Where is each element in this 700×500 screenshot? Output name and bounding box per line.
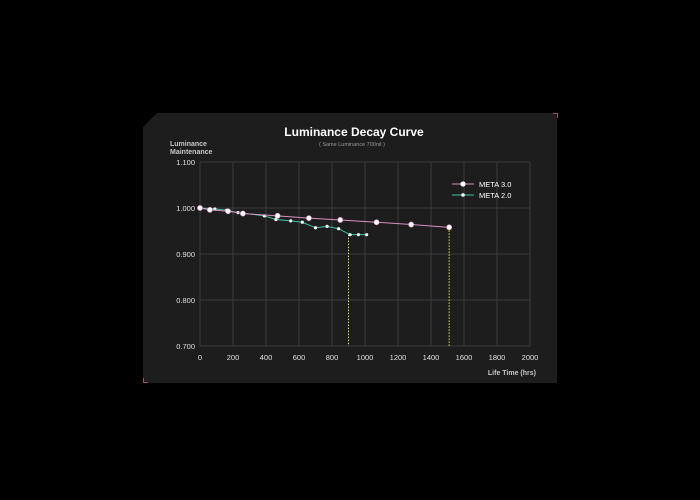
y-axis-label-line2: Maintenance — [170, 149, 213, 156]
data-point — [225, 208, 231, 215]
legend-label: META 2.0 — [479, 191, 511, 200]
data-point — [337, 227, 341, 231]
x-tick-label: 600 — [293, 353, 306, 362]
x-tick-label: 800 — [326, 353, 339, 362]
x-tick-label: 1400 — [423, 353, 440, 362]
data-point — [274, 217, 278, 222]
x-tick-label: 400 — [260, 353, 273, 362]
chart-panel — [143, 113, 557, 383]
chart-title: Luminance Decay Curve — [284, 125, 424, 139]
data-point — [337, 217, 344, 223]
corner-accent-bottom-left — [143, 378, 148, 383]
data-point — [408, 221, 415, 228]
legend-marker — [460, 181, 466, 187]
legend-label: META 3.0 — [479, 180, 511, 189]
data-point — [348, 233, 352, 237]
legend-marker — [461, 193, 465, 197]
data-point — [325, 224, 329, 228]
data-point — [206, 206, 213, 213]
data-point — [289, 219, 293, 223]
data-point — [356, 233, 360, 237]
x-tick-label: 200 — [227, 353, 240, 362]
data-point — [305, 215, 312, 222]
legend: META 3.0 META 2.0 — [452, 180, 511, 200]
series-line — [199, 207, 450, 228]
y-tick-label: 1.100 — [176, 158, 195, 167]
x-tick-label: 1600 — [456, 353, 473, 362]
tick-labels: 0 200 400 600 800 1000 1200 1400 1600 1800 2000 1.1… — [176, 158, 538, 362]
x-tick-label: 1800 — [489, 353, 506, 362]
y-axis-label-line1: Luminance — [170, 141, 207, 148]
chart-subtitle: ( Same Luminance 700nit ) — [319, 142, 385, 148]
x-tick-label: 0 — [198, 353, 202, 362]
data-point — [365, 233, 369, 237]
x-axis-label: Life Time (hrs) — [488, 370, 536, 377]
data-point — [239, 210, 246, 217]
data-point — [446, 224, 453, 231]
y-tick-label: 0.700 — [176, 342, 195, 351]
data-point — [373, 219, 380, 226]
data-point — [274, 212, 281, 219]
data-point — [300, 220, 304, 224]
series-group — [197, 205, 453, 237]
x-tick-label: 2000 — [522, 353, 539, 362]
corner-accent-top-right — [553, 113, 558, 118]
y-tick-label: 0.900 — [176, 250, 195, 259]
y-tick-label: 1.000 — [176, 204, 195, 213]
grid — [199, 161, 531, 347]
x-tick-label: 1000 — [357, 353, 374, 362]
y-tick-label: 0.800 — [176, 296, 195, 305]
reference-lines — [348, 227, 450, 346]
data-point — [197, 205, 203, 211]
x-tick-label: 1200 — [390, 353, 407, 362]
data-point — [313, 226, 318, 230]
